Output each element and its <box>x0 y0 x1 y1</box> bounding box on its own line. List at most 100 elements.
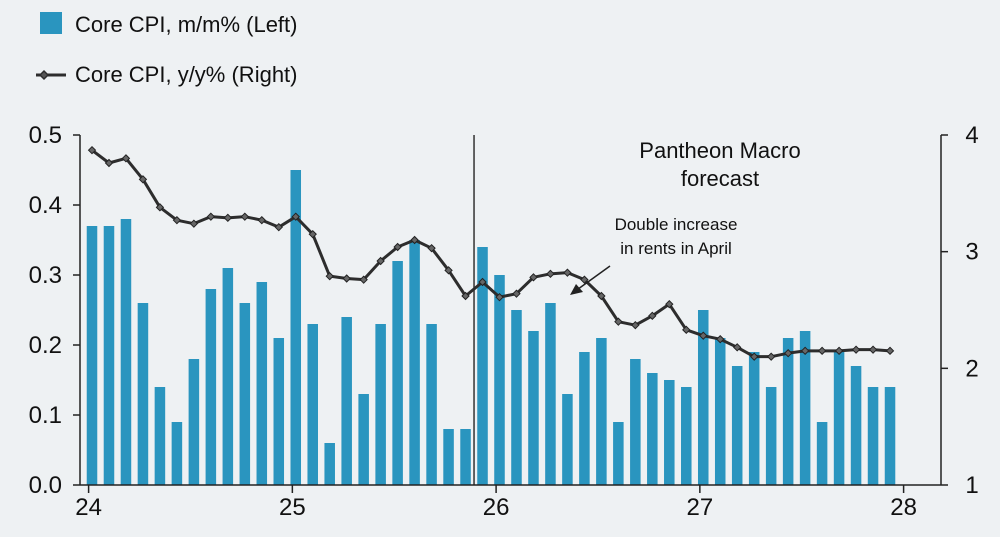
line-point <box>631 320 640 330</box>
bar <box>154 387 166 485</box>
line-point <box>223 213 233 223</box>
forecast-label-line1: Pantheon Macro <box>639 138 800 163</box>
bar <box>392 261 403 485</box>
line-point <box>580 275 589 284</box>
left-tick-label: 0.0 <box>29 472 62 499</box>
rent-annotation: Double increase in rents in April <box>570 215 737 295</box>
line-point <box>597 291 606 301</box>
line-point <box>410 235 419 245</box>
rent-note-line2: in rents in April <box>620 239 732 258</box>
line-point <box>648 311 657 321</box>
bar <box>681 387 692 485</box>
bar <box>273 338 285 485</box>
bar <box>86 226 98 485</box>
line-point <box>699 331 708 340</box>
bar <box>697 310 709 485</box>
line-point <box>274 222 283 232</box>
bar <box>545 303 556 485</box>
line-point <box>444 266 453 275</box>
line-point <box>461 291 470 301</box>
bar <box>290 170 302 485</box>
line-point <box>495 292 504 302</box>
line-point <box>427 243 436 253</box>
line-point <box>257 215 266 225</box>
legend-diamond-icon <box>38 69 50 81</box>
left-tick-label: 0.1 <box>29 402 62 429</box>
line-point <box>868 345 878 354</box>
bar <box>222 268 234 485</box>
bar <box>613 422 624 485</box>
arrowhead-icon <box>570 284 583 295</box>
x-tick-label: 25 <box>279 494 306 521</box>
right-tick-label: 4 <box>965 122 978 149</box>
bar <box>833 352 845 485</box>
rent-note-arrow <box>573 265 611 293</box>
bar <box>426 324 437 485</box>
line-point <box>359 275 368 284</box>
right-tick-label: 1 <box>965 472 978 499</box>
legend-bar-label: Core CPI, m/m% (Left) <box>75 12 297 37</box>
legend: Core CPI, m/m% (Left) Core CPI, y/y% (Ri… <box>36 12 298 87</box>
line-point <box>529 273 538 282</box>
line-point <box>733 343 742 352</box>
line-point <box>851 345 861 354</box>
bar-series <box>86 170 896 485</box>
bar <box>748 352 760 485</box>
bar <box>816 422 828 485</box>
line-point <box>512 289 521 298</box>
bar <box>188 359 200 485</box>
line-point <box>393 242 402 252</box>
line-point <box>87 145 97 155</box>
left-tick-label: 0.5 <box>29 122 62 149</box>
line-point <box>817 346 827 356</box>
bar <box>765 387 777 485</box>
bar <box>239 303 251 485</box>
line-point <box>614 317 623 326</box>
bar <box>137 303 149 485</box>
bar <box>494 275 505 485</box>
bar <box>256 282 268 485</box>
bar <box>850 366 862 485</box>
axes <box>79 135 942 486</box>
x-tick-label: 28 <box>890 494 917 521</box>
right-tick-label: 2 <box>965 355 978 382</box>
line-point <box>291 212 300 221</box>
bar <box>103 226 115 485</box>
bar <box>477 247 488 485</box>
line-point <box>155 203 165 212</box>
line-point <box>189 219 199 228</box>
bar <box>562 394 573 485</box>
bar <box>630 359 641 485</box>
legend-line-label: Core CPI, y/y% (Right) <box>75 62 298 87</box>
line-point <box>206 212 216 221</box>
forecast-label-line2: forecast <box>681 166 759 191</box>
line-point <box>783 348 793 358</box>
bar <box>647 373 658 485</box>
bar <box>579 352 590 485</box>
forecast-annotation: Pantheon Macro forecast <box>639 138 800 191</box>
line-point <box>104 158 114 168</box>
line-point <box>138 175 148 184</box>
bar <box>714 338 726 485</box>
line-point <box>800 346 810 356</box>
bar <box>596 338 607 485</box>
line-point <box>885 346 895 356</box>
bar <box>307 324 318 485</box>
line-point <box>342 274 351 283</box>
line-point <box>325 271 334 281</box>
line-point <box>716 334 725 344</box>
bar <box>460 429 471 485</box>
bar <box>409 240 420 485</box>
bar <box>884 387 896 485</box>
line-point <box>478 277 487 287</box>
line-series <box>87 145 895 361</box>
bar <box>528 331 539 485</box>
line-point <box>121 154 131 163</box>
left-tick-label: 0.3 <box>29 262 62 289</box>
line-point <box>240 212 250 221</box>
bar <box>731 366 743 485</box>
left-tick-label: 0.4 <box>29 192 62 219</box>
line-point <box>682 325 691 335</box>
bar <box>664 380 675 485</box>
